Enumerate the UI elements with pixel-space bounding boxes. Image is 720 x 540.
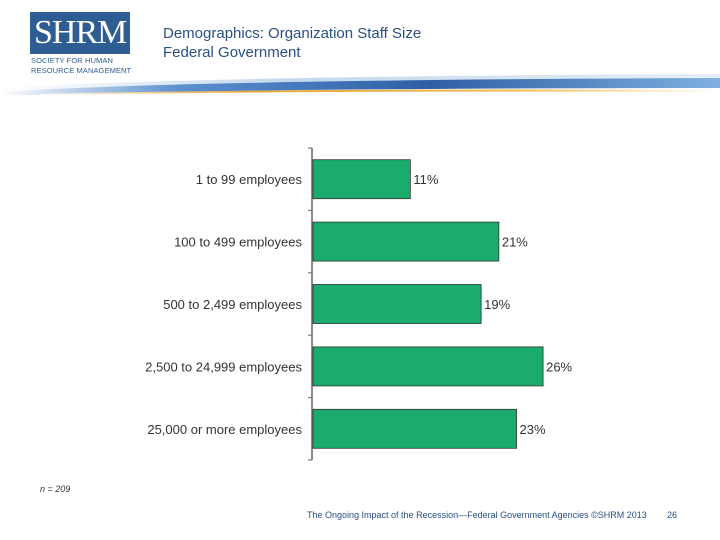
category-label: 25,000 or more employees [147, 422, 302, 437]
logo-registered-mark: ® [124, 13, 130, 20]
data-label: 23% [520, 422, 546, 437]
logo-box: SHRM [30, 12, 130, 54]
data-label: 19% [484, 297, 510, 312]
bar [312, 221, 500, 262]
logo-line2: RESOURCE MANAGEMENT [31, 66, 132, 75]
category-label: 2,500 to 24,999 employees [145, 359, 302, 374]
bar [312, 284, 482, 324]
data-label: 21% [502, 235, 528, 250]
category-label: 100 to 499 employees [174, 235, 302, 250]
data-label: 11% [413, 172, 438, 187]
footer-citation: The Ongoing Impact of the Recession—Fede… [307, 510, 647, 520]
bar [312, 159, 411, 200]
sample-size-note: n = 209 [40, 484, 71, 494]
page-number: 26 [667, 510, 678, 520]
header-swoosh [0, 74, 720, 100]
category-label: 500 to 2,499 employees [163, 297, 302, 312]
page-title: Demographics: Organization Staff Size [163, 25, 422, 42]
shrm-logo: SHRM ® SOCIETY FOR HUMAN RESOURCE MANAGE… [30, 12, 135, 75]
page-subtitle: Federal Government [163, 44, 301, 61]
logo-line1: SOCIETY FOR HUMAN [31, 56, 113, 65]
bar [312, 346, 544, 387]
logo-wordmark: SHRM [34, 14, 127, 51]
bar [312, 408, 517, 449]
data-label: 26% [546, 359, 572, 374]
category-label: 1 to 99 employees [196, 172, 303, 187]
